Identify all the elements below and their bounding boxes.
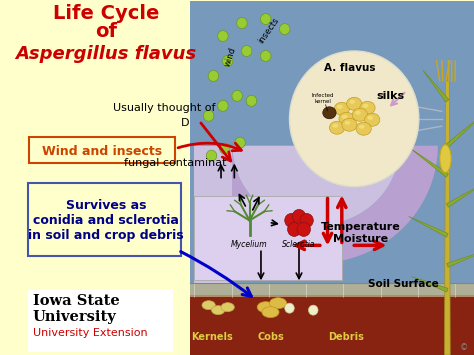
Ellipse shape bbox=[345, 121, 350, 125]
Circle shape bbox=[241, 45, 252, 56]
Ellipse shape bbox=[359, 125, 365, 129]
Ellipse shape bbox=[262, 307, 279, 318]
Ellipse shape bbox=[221, 303, 234, 312]
Text: Temperature
Moisture: Temperature Moisture bbox=[321, 223, 401, 244]
Text: of: of bbox=[95, 22, 117, 41]
Text: Kernels: Kernels bbox=[191, 332, 232, 342]
Circle shape bbox=[222, 55, 233, 66]
Ellipse shape bbox=[342, 115, 347, 119]
Ellipse shape bbox=[349, 100, 355, 104]
Bar bbox=[190, 283, 474, 297]
Polygon shape bbox=[447, 183, 474, 207]
Ellipse shape bbox=[202, 301, 215, 310]
Polygon shape bbox=[409, 217, 448, 237]
Ellipse shape bbox=[355, 111, 361, 115]
Polygon shape bbox=[423, 70, 449, 102]
Ellipse shape bbox=[363, 104, 368, 108]
Circle shape bbox=[290, 51, 419, 186]
Text: insects: insects bbox=[256, 16, 281, 45]
Text: Mycelium: Mycelium bbox=[231, 240, 268, 249]
Polygon shape bbox=[446, 114, 474, 147]
Circle shape bbox=[285, 303, 294, 313]
Text: Survives as
conidia and sclerotia
in soil and crop debris: Survives as conidia and sclerotia in soi… bbox=[28, 199, 184, 242]
Circle shape bbox=[218, 100, 228, 111]
Ellipse shape bbox=[334, 102, 349, 115]
Bar bbox=[28, 290, 173, 352]
Text: ©: © bbox=[460, 343, 468, 352]
Ellipse shape bbox=[339, 112, 354, 125]
Polygon shape bbox=[194, 146, 232, 283]
Text: Life Cycle: Life Cycle bbox=[53, 4, 159, 23]
Ellipse shape bbox=[440, 145, 451, 173]
Ellipse shape bbox=[346, 97, 362, 110]
Text: University Extension: University Extension bbox=[33, 328, 147, 338]
Circle shape bbox=[237, 18, 247, 28]
Text: University: University bbox=[33, 310, 117, 324]
Text: Sclerotia: Sclerotia bbox=[282, 240, 316, 249]
Circle shape bbox=[206, 150, 217, 161]
Ellipse shape bbox=[257, 302, 274, 313]
Circle shape bbox=[232, 91, 242, 101]
FancyBboxPatch shape bbox=[29, 137, 175, 163]
Text: Infected
kernel: Infected kernel bbox=[311, 93, 334, 104]
Text: Usually thought of: Usually thought of bbox=[113, 103, 215, 113]
Text: D: D bbox=[181, 118, 189, 128]
Bar bbox=[190, 1, 474, 355]
Ellipse shape bbox=[332, 124, 338, 128]
Polygon shape bbox=[445, 81, 450, 355]
Bar bbox=[23, 1, 190, 355]
Ellipse shape bbox=[211, 306, 225, 315]
Ellipse shape bbox=[323, 107, 336, 119]
Circle shape bbox=[297, 223, 310, 236]
Ellipse shape bbox=[352, 108, 367, 121]
Text: A. flavus: A. flavus bbox=[324, 63, 375, 73]
Polygon shape bbox=[194, 146, 232, 283]
Polygon shape bbox=[194, 146, 438, 263]
Circle shape bbox=[208, 70, 219, 81]
Circle shape bbox=[285, 213, 298, 228]
Ellipse shape bbox=[356, 122, 371, 135]
Text: Cobs: Cobs bbox=[257, 332, 284, 342]
Text: Iowa State: Iowa State bbox=[33, 294, 119, 308]
Text: wind: wind bbox=[223, 46, 238, 68]
Circle shape bbox=[246, 95, 257, 106]
Text: Wind and insects: Wind and insects bbox=[42, 145, 162, 158]
Circle shape bbox=[218, 31, 228, 42]
Circle shape bbox=[261, 50, 271, 61]
Ellipse shape bbox=[337, 105, 343, 109]
Circle shape bbox=[219, 143, 230, 154]
Ellipse shape bbox=[367, 116, 373, 120]
FancyBboxPatch shape bbox=[28, 182, 181, 256]
Circle shape bbox=[292, 209, 306, 223]
Ellipse shape bbox=[329, 121, 345, 134]
Polygon shape bbox=[410, 148, 448, 177]
Text: Aspergillus flavus: Aspergillus flavus bbox=[15, 45, 197, 63]
Ellipse shape bbox=[365, 113, 380, 126]
Polygon shape bbox=[411, 277, 448, 292]
Polygon shape bbox=[232, 146, 400, 225]
Circle shape bbox=[280, 23, 290, 34]
Ellipse shape bbox=[270, 298, 287, 308]
Circle shape bbox=[261, 13, 271, 24]
Polygon shape bbox=[447, 251, 474, 267]
Bar bbox=[190, 295, 474, 355]
Circle shape bbox=[203, 110, 214, 121]
Ellipse shape bbox=[360, 101, 375, 114]
Bar bbox=[194, 196, 342, 280]
Text: Soil Surface: Soil Surface bbox=[368, 279, 439, 289]
Circle shape bbox=[300, 213, 313, 228]
Text: fungal contaminat: fungal contaminat bbox=[124, 158, 227, 168]
Ellipse shape bbox=[342, 118, 357, 131]
Text: silks: silks bbox=[376, 91, 404, 101]
Text: Debris: Debris bbox=[328, 332, 365, 342]
Circle shape bbox=[235, 137, 245, 148]
Circle shape bbox=[288, 223, 301, 236]
Circle shape bbox=[309, 305, 318, 315]
